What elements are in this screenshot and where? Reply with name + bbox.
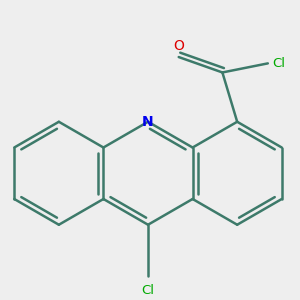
Text: O: O — [173, 39, 184, 53]
Text: Cl: Cl — [142, 284, 154, 297]
Text: N: N — [142, 115, 154, 129]
Text: Cl: Cl — [272, 57, 285, 70]
